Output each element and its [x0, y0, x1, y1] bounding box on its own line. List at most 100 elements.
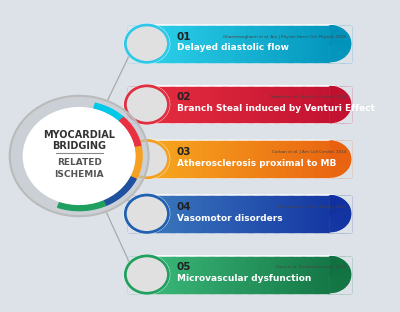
Bar	[276, 141, 278, 177]
Wedge shape	[330, 105, 349, 114]
Bar	[178, 86, 180, 122]
Bar	[308, 86, 310, 122]
Bar	[206, 86, 208, 122]
Bar	[291, 86, 294, 122]
Bar	[334, 256, 336, 293]
Wedge shape	[330, 105, 340, 121]
Wedge shape	[330, 38, 350, 44]
Polygon shape	[119, 117, 141, 148]
Wedge shape	[330, 275, 340, 291]
Bar	[206, 256, 208, 293]
Bar	[226, 86, 228, 122]
Bar	[167, 26, 169, 62]
Bar	[217, 141, 219, 177]
Bar	[241, 86, 243, 122]
Bar	[250, 26, 252, 62]
Wedge shape	[330, 155, 350, 159]
Bar	[254, 256, 256, 293]
Bar	[276, 256, 278, 293]
Wedge shape	[128, 159, 148, 163]
Bar	[222, 86, 225, 122]
Bar	[247, 86, 249, 122]
Bar	[150, 196, 152, 232]
Bar	[215, 26, 217, 62]
Bar	[325, 196, 327, 232]
Bar	[202, 141, 204, 177]
Bar	[308, 141, 310, 177]
Bar	[300, 86, 303, 122]
Wedge shape	[128, 154, 148, 159]
Bar	[260, 196, 262, 232]
Bar	[135, 26, 137, 62]
Bar	[276, 26, 278, 62]
Wedge shape	[330, 214, 340, 230]
Bar	[236, 196, 238, 232]
Bar	[295, 86, 297, 122]
Bar	[187, 196, 189, 232]
Wedge shape	[142, 196, 148, 214]
Bar	[221, 86, 223, 122]
Bar	[184, 26, 186, 62]
Bar	[291, 26, 294, 62]
Bar	[258, 256, 260, 293]
Bar	[340, 141, 342, 177]
Bar	[236, 141, 238, 177]
Wedge shape	[330, 200, 345, 214]
Bar	[217, 86, 219, 122]
Wedge shape	[142, 105, 148, 122]
Wedge shape	[330, 214, 349, 223]
Wedge shape	[132, 202, 148, 214]
Wedge shape	[330, 97, 350, 105]
Bar	[254, 196, 256, 232]
Bar	[228, 256, 230, 293]
Wedge shape	[330, 33, 348, 44]
Bar	[133, 141, 136, 177]
Bar	[291, 196, 294, 232]
Bar	[139, 141, 141, 177]
Bar	[135, 141, 137, 177]
Wedge shape	[130, 275, 148, 285]
Wedge shape	[330, 214, 351, 216]
Bar	[260, 86, 262, 122]
Bar	[172, 26, 174, 62]
Wedge shape	[330, 141, 334, 159]
Wedge shape	[134, 199, 148, 214]
FancyBboxPatch shape	[128, 255, 351, 294]
Bar	[243, 141, 245, 177]
Bar	[163, 86, 165, 122]
Wedge shape	[138, 159, 148, 176]
Wedge shape	[129, 214, 148, 221]
Wedge shape	[134, 29, 148, 44]
Bar	[312, 256, 314, 293]
Bar	[288, 196, 290, 232]
Bar	[328, 26, 331, 62]
Bar	[271, 141, 273, 177]
Bar	[286, 256, 288, 293]
Wedge shape	[130, 203, 148, 214]
Bar	[347, 196, 349, 232]
Wedge shape	[330, 89, 342, 105]
Bar	[204, 26, 206, 62]
Wedge shape	[146, 86, 148, 105]
Wedge shape	[130, 150, 148, 159]
Bar	[332, 86, 334, 122]
Wedge shape	[128, 275, 148, 276]
Bar	[200, 86, 202, 122]
Bar	[289, 196, 292, 232]
Wedge shape	[330, 269, 350, 275]
Wedge shape	[138, 258, 148, 275]
Bar	[300, 26, 303, 62]
Bar	[232, 141, 234, 177]
Bar	[159, 196, 162, 232]
Wedge shape	[130, 214, 148, 223]
Wedge shape	[129, 37, 148, 44]
Wedge shape	[330, 86, 332, 105]
Bar	[137, 196, 139, 232]
Bar	[237, 26, 240, 62]
Wedge shape	[140, 197, 148, 214]
Bar	[258, 141, 260, 177]
Bar	[248, 196, 251, 232]
Bar	[248, 141, 251, 177]
Bar	[341, 196, 344, 232]
Wedge shape	[138, 27, 148, 44]
